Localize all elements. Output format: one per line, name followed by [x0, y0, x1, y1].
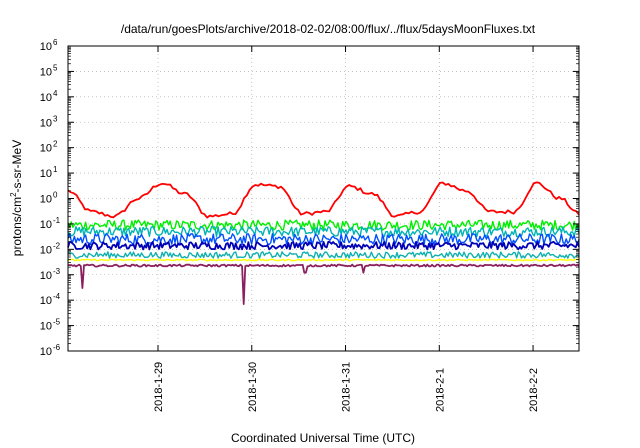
y-tick-label: 10	[40, 92, 52, 104]
series-line-4	[67, 240, 580, 251]
y-tick-exponent: 0	[53, 191, 58, 200]
series-line-6	[67, 258, 580, 262]
x-tick-label: 2018-1-30	[247, 362, 259, 412]
chart-title: /data/run/goesPlots/archive/2018-02-02/0…	[121, 22, 536, 36]
y-tick-exponent: -5	[53, 318, 61, 327]
y-tick-label: 10	[40, 66, 52, 78]
y-tick-label: 10	[40, 321, 52, 333]
y-tick-exponent: -4	[53, 292, 61, 301]
y-tick-exponent: -2	[53, 241, 61, 250]
grid	[68, 45, 579, 352]
y-tick-label: 10	[40, 143, 52, 155]
y-tick-label: 10	[40, 168, 52, 180]
x-tick-label: 2018-1-31	[341, 362, 353, 412]
y-tick-label: 10	[40, 219, 52, 231]
x-tick-label: 2018-2-2	[528, 368, 540, 412]
y-tick-exponent: -1	[53, 216, 61, 225]
y-axis-label-pre: protons/cm	[10, 197, 24, 256]
y-tick-exponent: -6	[53, 343, 61, 352]
x-axis-label: Coordinated Universal Time (UTC)	[231, 431, 415, 445]
series-line-5	[67, 251, 580, 259]
y-tick-label: 10	[40, 244, 52, 256]
y-tick-exponent: 6	[53, 38, 58, 47]
y-axis-label: protons/cm2-s-sr-MeV	[9, 140, 24, 256]
y-axis-label-sup: 2	[9, 192, 18, 197]
y-tick-exponent: 1	[53, 165, 58, 174]
y-tick-exponent: -3	[53, 267, 61, 276]
y-tick-exponent: 5	[53, 63, 58, 72]
y-tick-label: 10	[40, 117, 52, 129]
series-line-7	[67, 263, 580, 305]
series-line-2	[67, 225, 580, 238]
series-group	[67, 181, 580, 305]
y-tick-label: 10	[40, 194, 52, 206]
y-tick-exponent: 2	[53, 140, 58, 149]
y-axis: 10 -610 -510 -410 -310 -210 -110 010 110 210 310 41…	[40, 38, 579, 358]
y-tick-label: 10	[40, 41, 52, 53]
y-axis-label-post: -s-sr-MeV	[10, 140, 24, 193]
y-tick-exponent: 3	[53, 114, 58, 123]
x-tick-label: 2018-2-1	[434, 368, 446, 412]
x-tick-label: 2018-1-29	[153, 362, 165, 412]
y-tick-label: 10	[40, 295, 52, 307]
series-line-0	[67, 181, 580, 219]
y-tick-exponent: 4	[53, 89, 58, 98]
x-axis: 2018-1-29 2018-1-30 2018-1-31 2018-2-1 2018-…	[153, 46, 540, 412]
y-tick-label: 10	[40, 346, 52, 358]
y-tick-label: 10	[40, 270, 52, 282]
